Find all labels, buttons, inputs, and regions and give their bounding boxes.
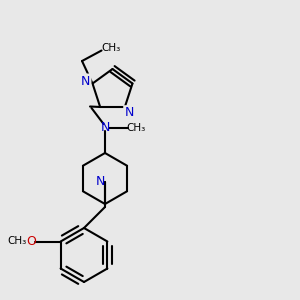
Text: O: O: [26, 235, 36, 248]
Text: CH₃: CH₃: [8, 236, 27, 247]
Text: N: N: [100, 121, 110, 134]
Text: N: N: [96, 175, 105, 188]
Text: N: N: [81, 75, 90, 88]
Text: N: N: [124, 106, 134, 119]
Text: CH₃: CH₃: [126, 122, 145, 133]
Text: CH₃: CH₃: [101, 43, 120, 52]
